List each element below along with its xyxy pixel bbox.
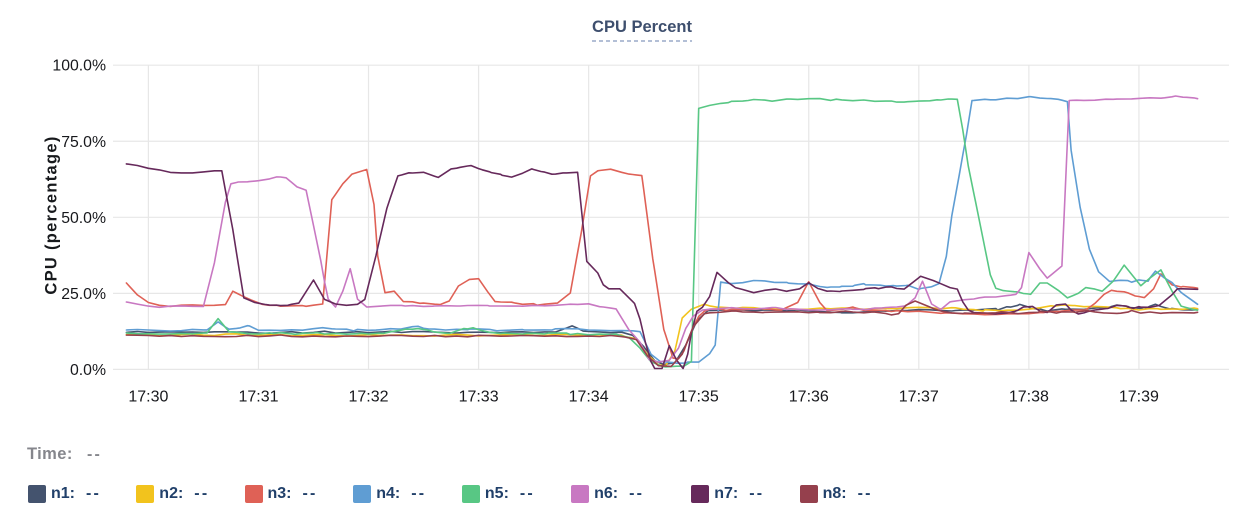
svg-text:17:35: 17:35 — [679, 389, 719, 406]
svg-text:100.0%: 100.0% — [52, 58, 106, 75]
svg-text:17:37: 17:37 — [899, 389, 939, 406]
svg-text:17:31: 17:31 — [238, 389, 278, 406]
svg-text:25.0%: 25.0% — [61, 286, 106, 303]
svg-text:17:32: 17:32 — [348, 389, 388, 406]
svg-text:0.0%: 0.0% — [70, 362, 106, 379]
svg-text:17:30: 17:30 — [128, 389, 168, 406]
svg-text:17:36: 17:36 — [789, 389, 829, 406]
svg-text:17:38: 17:38 — [1009, 389, 1049, 406]
svg-text:75.0%: 75.0% — [61, 134, 106, 151]
svg-text:17:39: 17:39 — [1119, 389, 1159, 406]
svg-text:17:33: 17:33 — [459, 389, 499, 406]
svg-text:50.0%: 50.0% — [61, 210, 106, 227]
svg-text:17:34: 17:34 — [569, 389, 609, 406]
